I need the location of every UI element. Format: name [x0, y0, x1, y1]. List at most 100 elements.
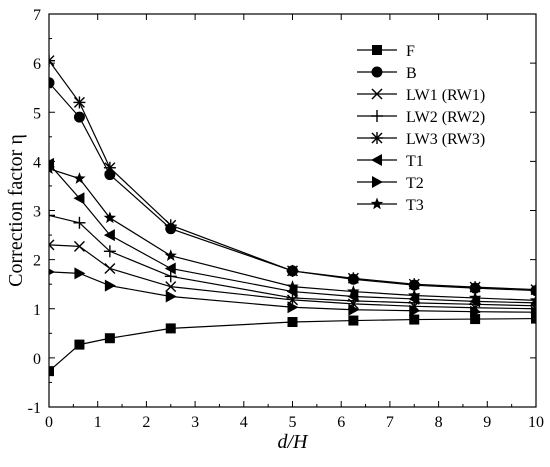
x-tick-label: 2: [142, 414, 150, 431]
data-point-lw2-rw2: [49, 209, 55, 222]
data-point-b: [104, 169, 116, 181]
legend-item-t1: T1: [357, 153, 424, 170]
y-tick-label: 1: [33, 302, 41, 319]
x-tick-label: 6: [337, 414, 345, 431]
y-tick-label: 5: [33, 105, 41, 122]
data-point-t2: [470, 305, 482, 318]
plot-area: [49, 54, 536, 377]
y-tick-label: 7: [33, 7, 41, 24]
data-point-lw3-rw3: [469, 281, 482, 294]
x-tick-label: 4: [240, 414, 248, 431]
legend-item-lw2-rw2: LW2 (RW2): [357, 109, 485, 126]
data-point-t3: [73, 172, 86, 184]
legend-marker: [371, 132, 383, 144]
data-point-lw3-rw3: [286, 264, 299, 277]
data-point-f: [287, 317, 298, 328]
y-tick-label: -1: [28, 400, 41, 417]
data-point-lw3-rw3: [73, 96, 86, 109]
legend-marker: [370, 197, 384, 210]
y-axis-label: Correction factor η: [5, 134, 27, 287]
x-tick-label: 10: [528, 414, 544, 431]
legend-label: LW1 (RW1): [406, 87, 485, 104]
data-point-b: [49, 77, 55, 89]
legend-marker: [371, 154, 382, 166]
legend-marker: [372, 176, 383, 188]
data-point-lw1-rw1: [165, 281, 177, 293]
y-tick-label: 3: [33, 204, 41, 221]
x-tick-label: 1: [94, 414, 102, 431]
data-point-t3: [529, 293, 536, 306]
y-tick-label: 2: [33, 253, 41, 270]
data-point-t2: [74, 267, 86, 280]
legend-item-t3: T3: [357, 197, 424, 214]
data-point-f: [104, 333, 115, 344]
legend-item-f: F: [357, 43, 415, 60]
data-point-t3: [49, 162, 56, 174]
data-point-t3: [286, 280, 299, 292]
plot-frame: [48, 13, 537, 408]
legend-label: T3: [406, 197, 424, 214]
data-point-t2: [104, 279, 116, 292]
data-point-lw2-rw2: [164, 270, 177, 283]
data-point-t2: [409, 304, 421, 317]
data-point-b: [73, 111, 85, 123]
y-tick-label: 6: [33, 56, 41, 73]
legend-label: F: [406, 43, 415, 60]
data-point-lw3-rw3: [408, 278, 421, 291]
legend-label: B: [406, 65, 417, 82]
legend-item-t2: T2: [357, 175, 424, 192]
data-point-t3: [468, 291, 482, 304]
x-tick-label: 9: [483, 414, 491, 431]
legend-item-lw1-rw1: LW1 (RW1): [357, 87, 485, 104]
data-point-t2: [348, 303, 360, 316]
data-point-f: [165, 323, 176, 334]
data-point-lw1-rw1: [104, 262, 116, 274]
data-point-t2: [287, 301, 299, 314]
data-point-lw1-rw1: [73, 240, 85, 252]
data-point-lw3-rw3: [49, 54, 55, 67]
data-point-lw3-rw3: [164, 219, 177, 232]
legend-label: LW3 (RW3): [406, 131, 485, 148]
data-point-lw1-rw1: [49, 239, 55, 251]
data-point-t1: [73, 192, 85, 205]
data-point-t1: [164, 262, 176, 275]
data-point-lw2-rw2: [103, 245, 116, 258]
data-point-lw3-rw3: [347, 272, 360, 285]
legend-marker: [372, 45, 382, 55]
x-tick-label: 0: [45, 414, 53, 431]
data-point-lw3-rw3: [530, 283, 536, 296]
y-tick-label: 0: [33, 351, 41, 368]
y-tick-label: 4: [33, 154, 41, 171]
data-point-lw2-rw2: [530, 299, 536, 312]
data-point-t3: [103, 211, 117, 224]
data-point-f: [409, 314, 420, 325]
legend-label: T2: [406, 175, 424, 192]
data-point-t1: [103, 229, 115, 242]
data-point-f: [348, 315, 359, 326]
data-point-t2: [49, 268, 55, 276]
legend-marker: [371, 66, 383, 78]
legend-label: T1: [406, 153, 424, 170]
legend-item-b: B: [357, 65, 417, 82]
legend-marker: [371, 110, 383, 122]
data-point-lw2-rw2: [73, 216, 86, 229]
x-tick-label: 3: [191, 414, 199, 431]
x-axis-label: d/H: [278, 431, 310, 453]
x-tick-label: 7: [386, 414, 394, 431]
data-point-lw3-rw3: [103, 161, 116, 174]
data-point-t3: [347, 285, 360, 297]
data-point-t2: [165, 290, 177, 303]
data-point-t3: [408, 288, 421, 301]
x-tick-label: 8: [435, 414, 443, 431]
data-point-f: [470, 314, 481, 325]
data-point-f: [531, 313, 536, 324]
legend: FB LW1 (RW1) LW2 (RW2) LW3 (RW3) T1 T2 T3: [357, 43, 485, 214]
legend-marker: [371, 88, 383, 100]
data-point-f: [74, 339, 85, 350]
data-point-t3: [164, 249, 177, 261]
legend-item-lw3-rw3: LW3 (RW3): [357, 131, 485, 148]
data-point-f: [49, 366, 54, 377]
